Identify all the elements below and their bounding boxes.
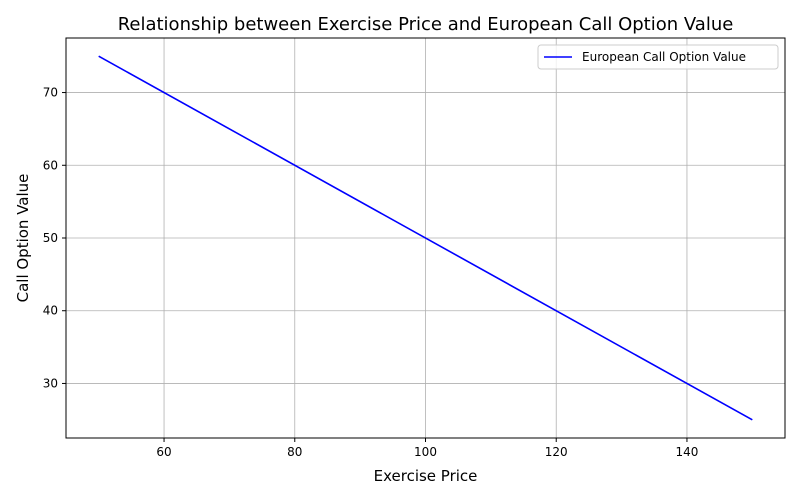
y-tick-label: 50 [43,231,58,245]
x-tick-label: 140 [676,445,699,459]
y-tick-label: 30 [43,376,58,390]
y-axis-title: Call Option Value [14,174,32,303]
axis-ticks: 60 80 100 120 140 30 40 50 60 70 [43,86,699,459]
y-tick-label: 40 [43,304,58,318]
x-axis-title: Exercise Price [374,467,478,485]
series-line [98,55,753,421]
grid [66,38,785,438]
y-tick-label: 70 [43,86,58,100]
chart-title: Relationship between Exercise Price and … [118,14,734,35]
legend-box [537,44,779,70]
x-tick-label: 60 [156,445,171,459]
x-tick-label: 80 [287,445,302,459]
y-tick-label: 60 [43,158,58,172]
legend: European Call Option Value [537,44,779,70]
x-tick-label: 100 [414,445,437,459]
series-layer [98,55,753,421]
x-tick-label: 120 [545,445,568,459]
legend-label: European Call Option Value [582,50,746,64]
